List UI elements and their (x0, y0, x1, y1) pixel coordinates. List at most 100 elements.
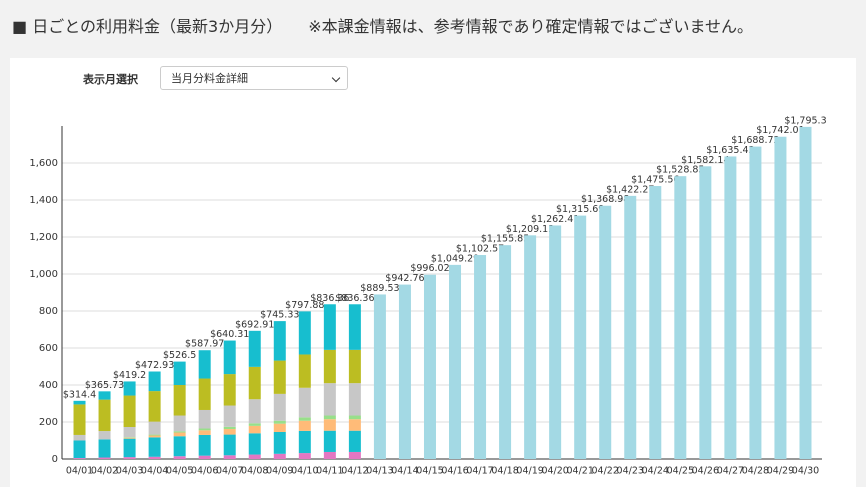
data-label: $942.76 (385, 273, 424, 284)
bar-segment (273, 420, 286, 424)
data-label: $1,742.01 (756, 125, 804, 136)
bar-segment (223, 455, 236, 459)
data-label: $587.97 (185, 339, 224, 350)
data-label: $526.5 (163, 350, 196, 361)
bar-segment (198, 455, 211, 459)
bar-segment (123, 437, 136, 439)
data-label: $419.2 (113, 370, 146, 381)
title: ■ 日ごとの利用料金（最新3か月分） (12, 17, 283, 36)
bar-segment (298, 453, 311, 459)
data-label: $797.88 (285, 300, 324, 311)
data-label: $1,049.29 (431, 253, 479, 264)
data-label: $1,209.13 (506, 224, 554, 235)
bar-segment (198, 434, 211, 456)
bar-segment (98, 391, 111, 400)
data-label: $692.91 (235, 319, 274, 330)
bar-segment (348, 383, 361, 416)
month-select[interactable]: 当月分料金詳細 (160, 66, 348, 90)
forecast-bar (774, 136, 787, 459)
data-label: $1,368.98 (581, 194, 629, 205)
y-tick-label: 1,200 (29, 232, 58, 243)
x-tick-label: 04/20 (541, 466, 568, 477)
bar-segment (348, 304, 361, 350)
forecast-bar (373, 294, 386, 459)
bar-segment (123, 457, 136, 459)
bar-segment (323, 451, 336, 459)
data-label: $1,102.57 (456, 244, 504, 255)
x-tick-label: 04/27 (717, 466, 744, 477)
bar-segment (298, 387, 311, 418)
forecast-bar (699, 166, 712, 460)
data-label: $1,422.27 (606, 184, 654, 195)
y-tick-label: 0 (52, 454, 58, 465)
y-tick-label: 800 (39, 306, 58, 317)
bar-segment (323, 349, 336, 384)
forecast-bar (474, 255, 487, 459)
data-label: $1,262.41 (531, 214, 579, 225)
bar-segment (223, 374, 236, 406)
bar-segment (123, 437, 136, 438)
x-tick-label: 04/18 (491, 466, 518, 477)
bar-segment (198, 409, 211, 429)
bar-segment (323, 383, 336, 416)
x-tick-label: 04/15 (416, 466, 443, 477)
forecast-bar (674, 176, 687, 459)
bar-segment (273, 360, 286, 394)
bar-segment (98, 431, 111, 440)
data-label: $314.4 (63, 389, 96, 400)
x-tick-label: 04/25 (667, 466, 694, 477)
bar-segment (173, 432, 186, 437)
bar-segment (348, 451, 361, 459)
bar-segment (73, 400, 86, 405)
bar-segment (173, 456, 186, 459)
bar-segment (273, 321, 286, 361)
bar-segment (148, 435, 161, 438)
x-tick-label: 04/16 (441, 466, 468, 477)
bar-segment (173, 415, 186, 432)
header: ■ 日ごとの利用料金（最新3か月分） ※本課金情報は、参考情報であり確定情報ではご… (12, 13, 753, 37)
x-tick-label: 04/05 (166, 466, 193, 477)
x-tick-label: 04/13 (366, 466, 393, 477)
x-tick-label: 04/03 (116, 466, 143, 477)
bar-segment (73, 434, 86, 441)
bar-segment (273, 393, 286, 421)
x-tick-label: 04/12 (341, 466, 368, 477)
bar-segment (223, 405, 236, 427)
bar-segment (123, 426, 136, 438)
x-tick-label: 04/23 (617, 466, 644, 477)
bar-segment (348, 349, 361, 384)
data-label: $1,582.14 (681, 155, 729, 166)
bar-segment (323, 419, 336, 431)
bar-segment (148, 391, 161, 422)
data-label: $1,315.69 (556, 204, 604, 215)
bar-segment (323, 304, 336, 350)
x-tick-label: 04/10 (291, 466, 318, 477)
bar-segment (148, 371, 161, 392)
bar-segment (273, 423, 286, 432)
y-tick-label: 600 (39, 343, 58, 354)
x-tick-label: 04/28 (742, 466, 769, 477)
bar-segment (98, 457, 111, 459)
bar-segment (273, 431, 286, 454)
forecast-bar (423, 274, 436, 459)
data-label: $745.33 (260, 310, 299, 321)
bar-segment (123, 381, 136, 396)
data-label: $1,795.3 (784, 115, 826, 126)
select-label: 表示月選択 (83, 73, 138, 86)
bar-segment (98, 399, 111, 432)
x-tick-label: 04/11 (316, 466, 343, 477)
bar-segment (323, 430, 336, 452)
bar-segment (223, 340, 236, 375)
bar-segment (223, 426, 236, 430)
bar-segment (248, 454, 261, 459)
forecast-bar (524, 235, 537, 459)
y-tick-label: 1,600 (29, 158, 58, 169)
x-tick-label: 04/21 (566, 466, 593, 477)
bar-segment (198, 378, 211, 410)
bar-segment (348, 415, 361, 420)
bar-segment (173, 431, 186, 433)
bar-segment (173, 436, 186, 457)
bar-segment (198, 430, 211, 435)
forecast-bar (724, 156, 737, 460)
